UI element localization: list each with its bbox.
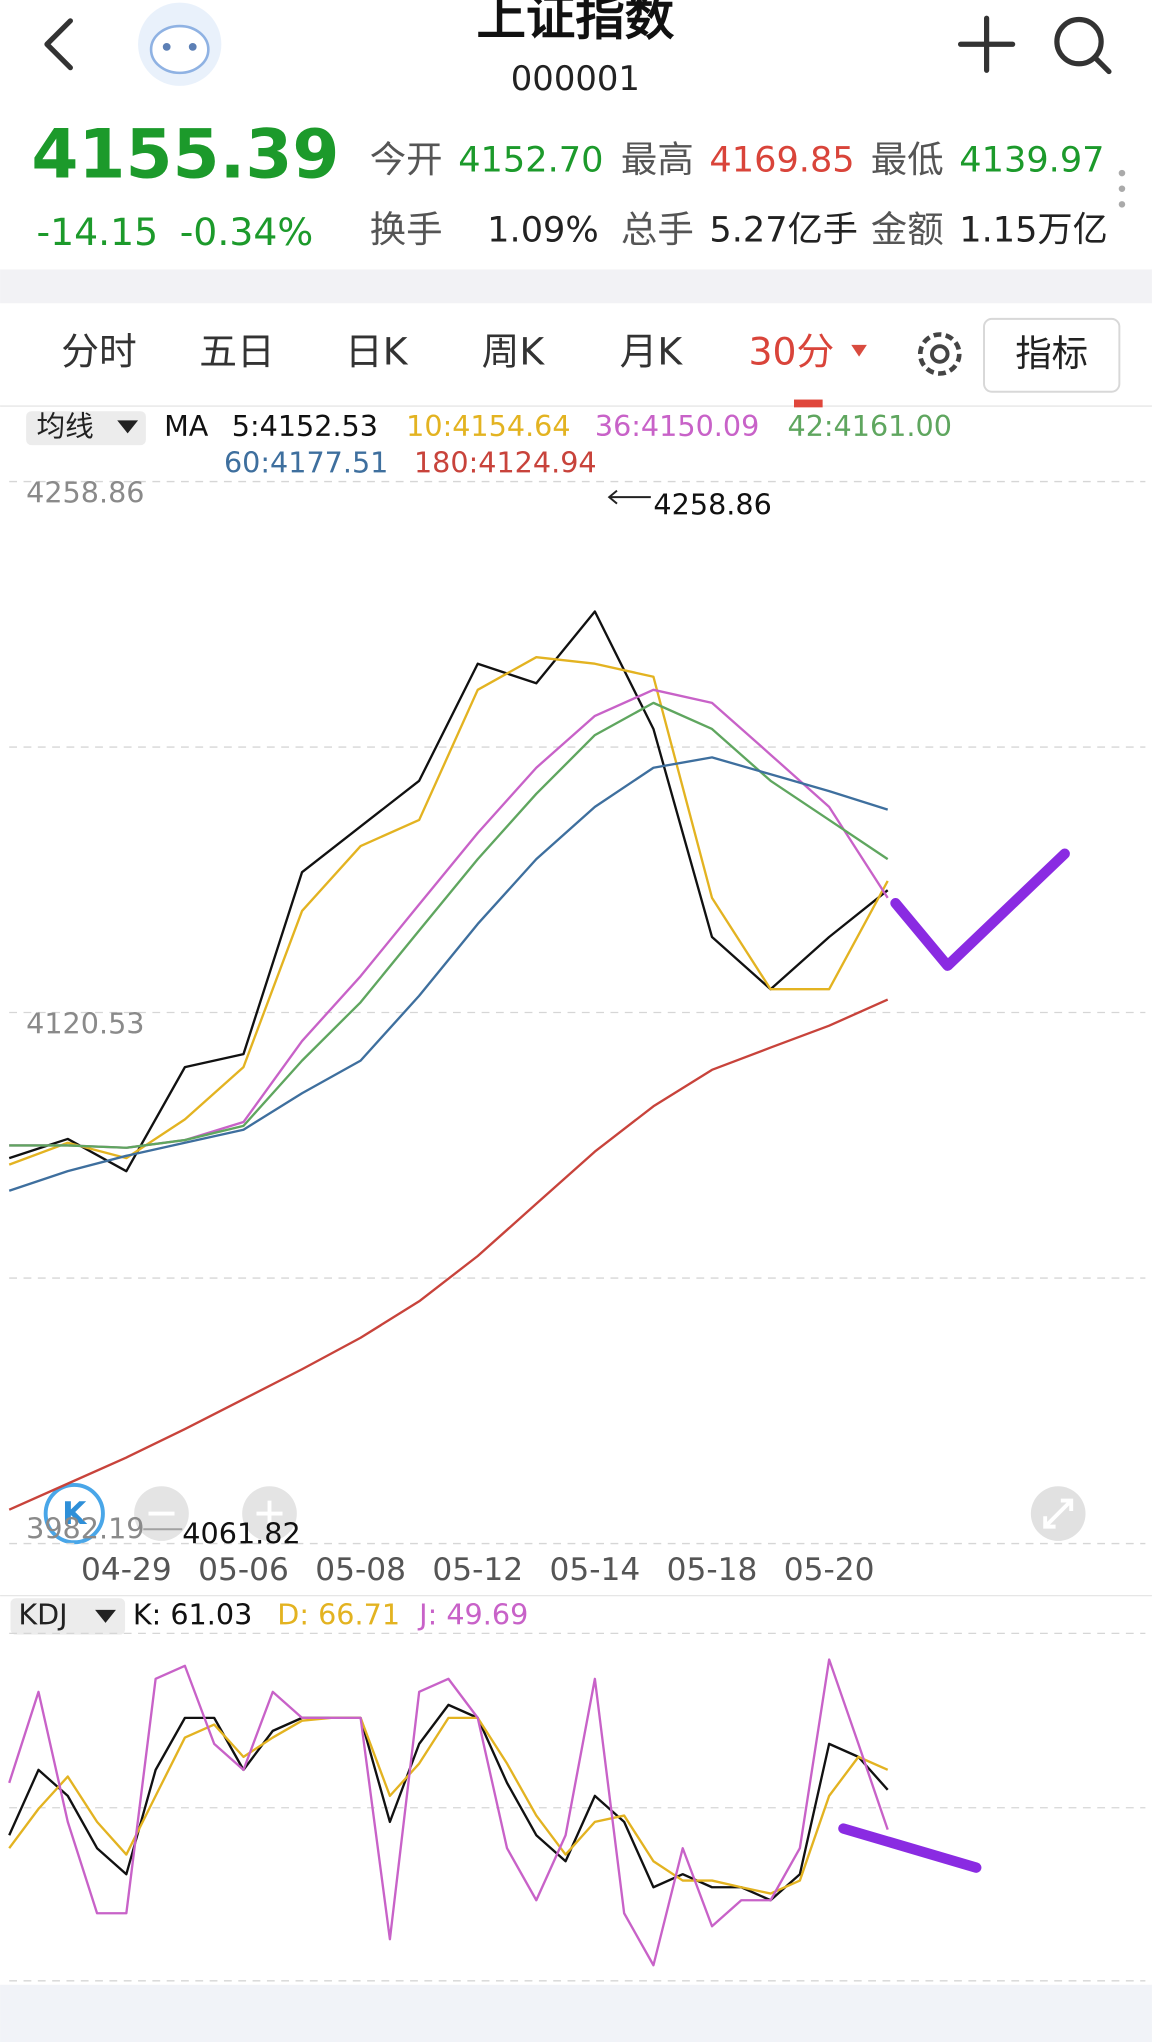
- x-tick-label: 04-29: [81, 1552, 172, 1588]
- y-tick-label: 4120.53: [26, 1007, 144, 1041]
- stat-label: 最低: [871, 138, 944, 181]
- stat-label: 金额: [871, 208, 944, 251]
- series-line: [9, 701, 889, 1149]
- add-button[interactable]: [957, 15, 1016, 73]
- legend-entry: 42:4161.00: [787, 409, 951, 443]
- back-button[interactable]: [44, 18, 73, 71]
- stat-label: 换手: [370, 208, 443, 251]
- x-tick-label: 05-20: [784, 1552, 875, 1588]
- stat-value: 5.27亿手: [709, 210, 857, 251]
- period-tab[interactable]: 日K: [345, 329, 409, 373]
- legend-entry: 10:4154.64: [406, 409, 570, 443]
- more-dot[interactable]: [1118, 169, 1126, 177]
- search-handle: [1092, 54, 1112, 75]
- dropdown-arrow: [117, 420, 139, 434]
- stock-code: 000001: [511, 59, 640, 98]
- more-dot: [1118, 185, 1126, 192]
- avatar-eye: [162, 42, 171, 51]
- indicator-button[interactable]: [983, 317, 1121, 393]
- search-button[interactable]: [1054, 16, 1104, 67]
- period-tab[interactable]: 月K: [620, 329, 684, 373]
- drawn-line: [838, 1823, 982, 1873]
- legend-entry: 36:4150.09: [595, 409, 759, 443]
- indicator-selector[interactable]: 均线: [37, 409, 94, 443]
- stat-value: 1.09%: [487, 210, 599, 251]
- stat-label: 总手: [621, 208, 694, 251]
- last-price: 4155.39: [31, 114, 339, 193]
- x-tick-label: 05-18: [667, 1552, 758, 1588]
- legend-entry: 180:4124.94: [414, 446, 597, 480]
- avatar-face: [149, 24, 210, 75]
- k-button-icon: K: [62, 1496, 88, 1532]
- y-tick-label: 3982.19: [26, 1512, 144, 1546]
- legend-title: MA: [164, 409, 209, 443]
- stat-label: 今开: [370, 138, 443, 181]
- price-change: -14.15: [37, 210, 159, 254]
- drawn-check-mark: [890, 848, 1070, 971]
- k-button[interactable]: [43, 1483, 105, 1545]
- settings-button[interactable]: [917, 332, 962, 376]
- series-line: [8, 1658, 889, 1967]
- stat-value: 4169.85: [709, 139, 854, 180]
- indicator-selector[interactable]: KDJ: [18, 1597, 67, 1631]
- kdj-selector[interactable]: [10, 1598, 126, 1635]
- zoom-in-icon: [256, 1500, 283, 1527]
- dropdown-arrow: [95, 1609, 116, 1623]
- legend-entry: 60:4177.51: [224, 446, 388, 480]
- legend-entry: J: 49.69: [417, 1597, 528, 1631]
- ma-selector[interactable]: [26, 411, 146, 446]
- tabs: 分时 五日 日K 周K 月K 30分: [61, 329, 834, 373]
- legend-entry: 5:4152.53: [232, 409, 378, 443]
- low-annotation: 4061.82: [182, 1517, 300, 1551]
- y-tick-label: 4258.86: [26, 476, 144, 510]
- high-annotation: 4258.86: [653, 487, 771, 521]
- legend-entry: K: 61.03: [133, 1597, 252, 1631]
- period-tab[interactable]: 分时: [61, 329, 136, 373]
- x-tick-label: 05-12: [432, 1552, 523, 1588]
- stats: 今开 4152.70 最高 4169.85 最低 4139.97 换手 1.09% 总手 5.27…: [370, 138, 1108, 251]
- series-line: [8, 756, 889, 1192]
- period-tab[interactable]: 周K: [482, 329, 546, 373]
- x-tick-label: 05-14: [550, 1552, 641, 1588]
- more-dot: [1118, 201, 1126, 208]
- gear-hub: [929, 344, 950, 364]
- page-title: 上证指数: [476, 0, 674, 46]
- legend-entry: D: 66.71: [277, 1597, 400, 1631]
- period-tab[interactable]: 30分: [749, 329, 835, 373]
- bottom-bar: [0, 1984, 1152, 2042]
- dropdown-arrow: [851, 344, 867, 357]
- stat-value: 4139.97: [959, 139, 1104, 180]
- indicator-button-label: 指标: [1015, 332, 1088, 375]
- period-tab[interactable]: 五日: [199, 329, 274, 373]
- fullscreen-icon: [1043, 1498, 1074, 1529]
- price-change-percent: -0.34%: [180, 210, 314, 254]
- separator-band: [0, 269, 1152, 304]
- series-line: [8, 1716, 889, 1895]
- gear-teeth: [917, 332, 962, 376]
- plot: 均线 MA 4258.86 4120.53 3982.19 04-29 05-06 05-08…: [8, 409, 1146, 1967]
- stat-value: 1.15万亿: [959, 210, 1107, 251]
- stat-label: 最高: [621, 138, 694, 181]
- series-line: [8, 998, 889, 1511]
- series-line: [8, 610, 889, 1173]
- high-arrow-head: [607, 489, 618, 505]
- series-line: [8, 656, 889, 1166]
- active-tab-indicator: [793, 399, 823, 408]
- x-tick-label: 05-06: [198, 1552, 289, 1588]
- stat-value: 4152.70: [458, 139, 603, 180]
- x-tick-label: 05-08: [315, 1552, 406, 1588]
- avatar-eye: [188, 42, 197, 51]
